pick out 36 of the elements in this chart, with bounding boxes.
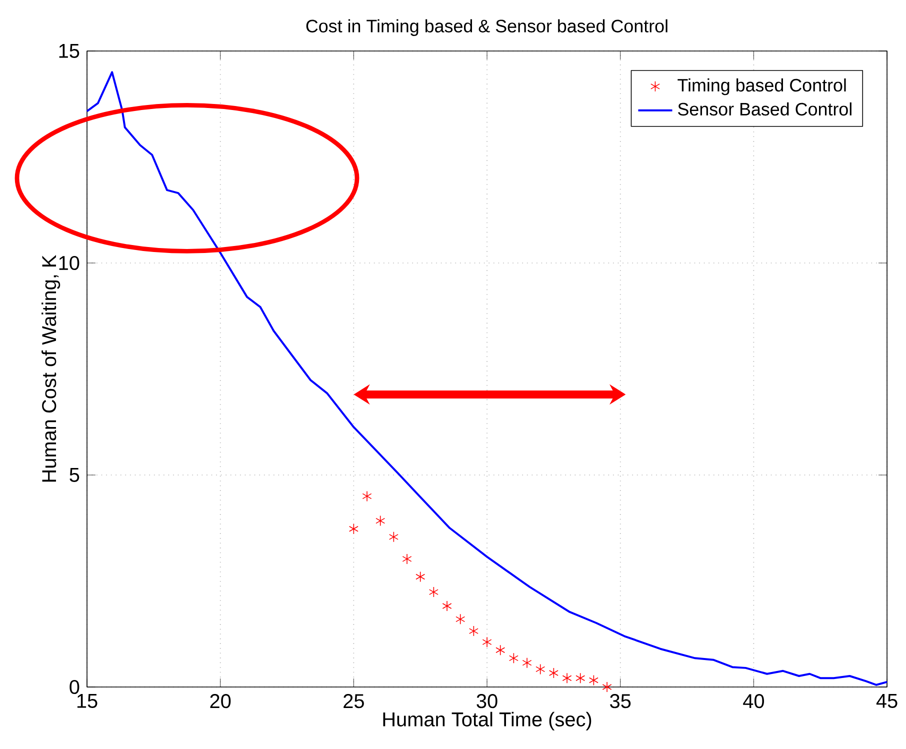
point	[362, 490, 372, 502]
x-tick-label: 40	[743, 694, 764, 708]
point	[548, 668, 558, 678]
x-tick-label: 30	[476, 694, 498, 708]
point	[482, 636, 492, 648]
point	[428, 586, 438, 598]
point	[576, 672, 586, 684]
point	[508, 652, 518, 664]
point	[496, 644, 506, 656]
point	[562, 672, 572, 684]
point	[348, 523, 358, 534]
y-tick-label: 10	[59, 256, 80, 270]
x-tick-label: 35	[610, 694, 631, 708]
y-axis-title: Human Cost of Waiting, K	[42, 255, 60, 482]
point	[456, 614, 466, 625]
point	[442, 600, 452, 612]
point	[588, 674, 598, 686]
y-tick-label: 15	[59, 44, 80, 58]
legend-label: Sensor Based Control	[678, 102, 852, 116]
point	[536, 664, 546, 675]
point	[522, 657, 532, 668]
point	[402, 554, 412, 564]
line-series	[86, 71, 888, 686]
point	[388, 532, 398, 542]
x-tick-label: 20	[210, 694, 231, 708]
point	[416, 571, 426, 582]
legend-label: Timing based Control	[678, 78, 846, 96]
y-tick-label: 0	[70, 680, 80, 694]
x-axis-title: Human Total Time (sec)	[383, 712, 592, 730]
point	[376, 515, 386, 526]
y-tick-label: 5	[70, 468, 80, 482]
x-tick-label: 45	[876, 694, 898, 708]
x-tick-label: 25	[344, 694, 364, 708]
point	[468, 626, 478, 636]
chart-title: Cost in Timing based & Sensor based Control	[306, 19, 668, 36]
point	[602, 682, 612, 692]
